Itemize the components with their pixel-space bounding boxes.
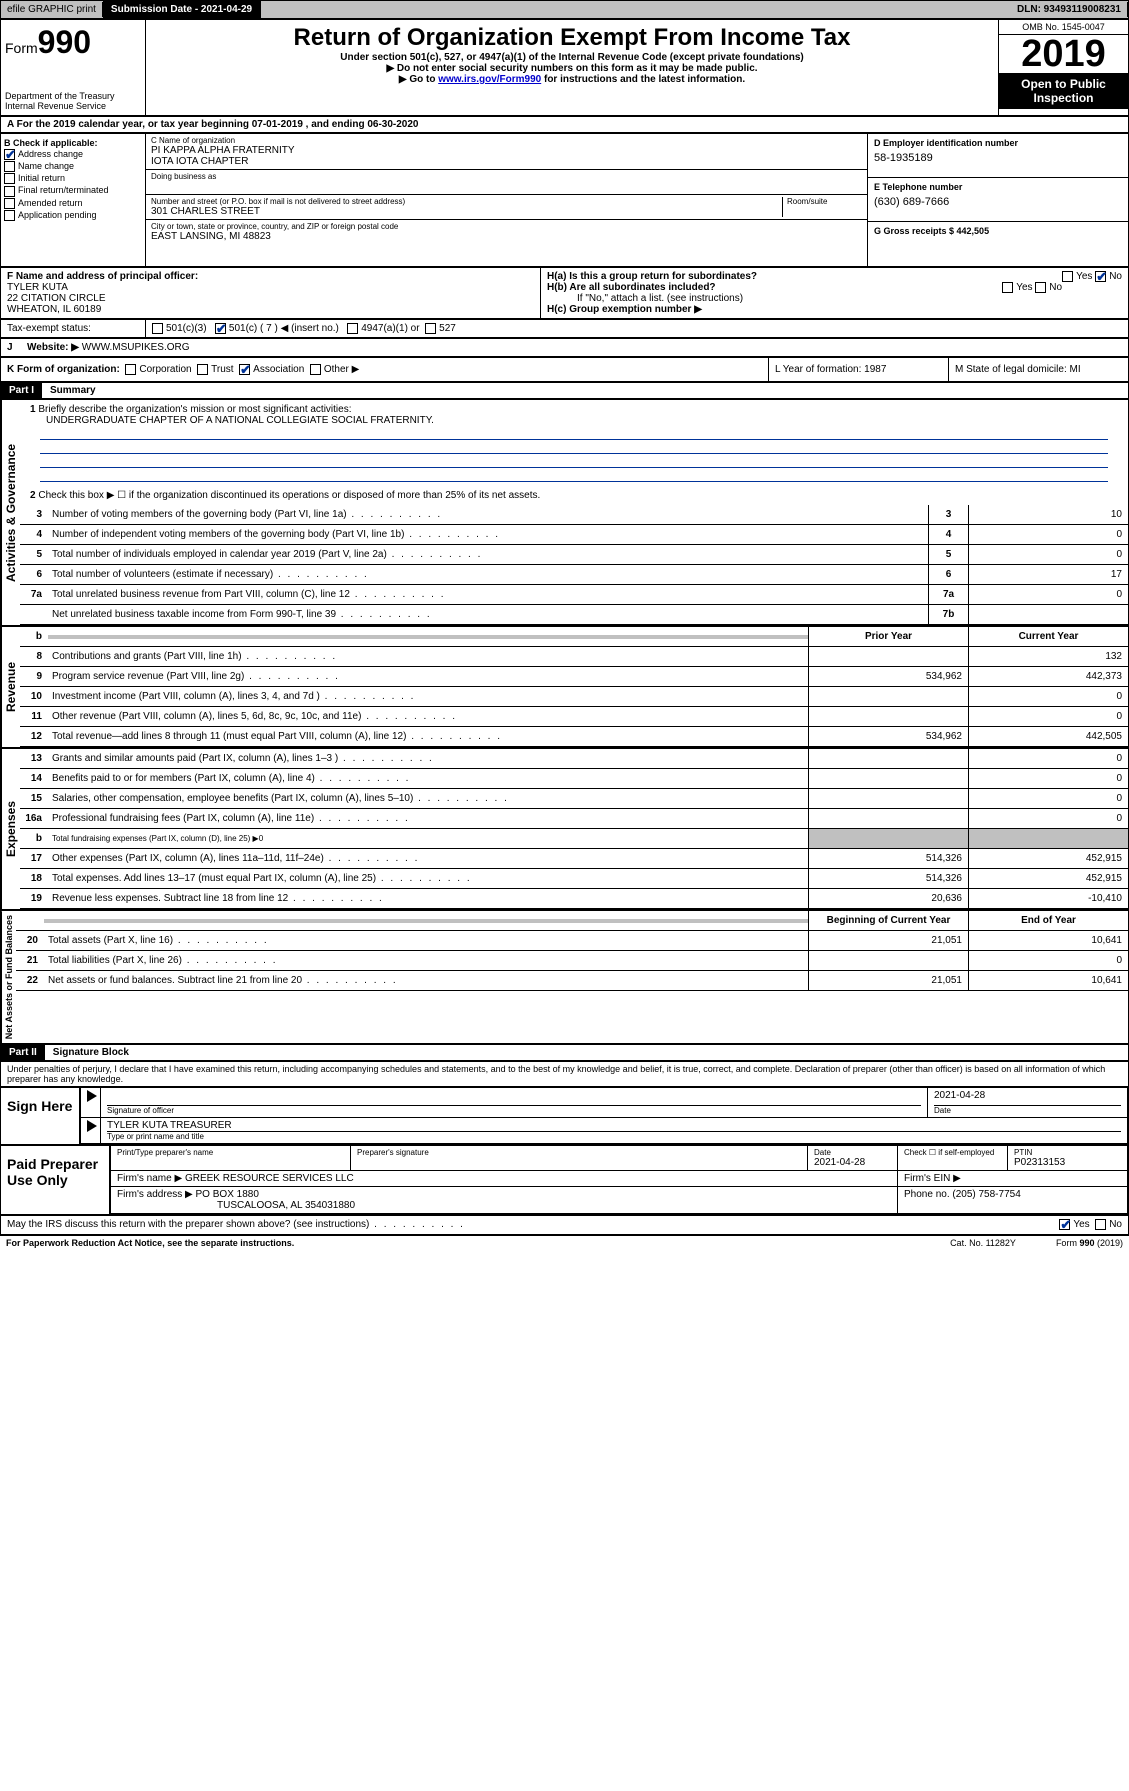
topbar: efile GRAPHIC print Submission Date - 20… — [0, 0, 1129, 19]
table-row: 5Total number of individuals employed in… — [20, 545, 1128, 565]
ein: 58-1935189 — [874, 152, 1122, 164]
website-url: WWW.MSUPIKES.ORG — [82, 342, 190, 353]
box-f: F Name and address of principal officer:… — [1, 268, 541, 318]
officer-name: TYLER KUTA — [7, 282, 534, 293]
chk-527[interactable] — [425, 323, 436, 334]
chk-amended[interactable] — [4, 198, 15, 209]
table-row: 15Salaries, other compensation, employee… — [20, 789, 1128, 809]
discuss-row: May the IRS discuss this return with the… — [0, 1215, 1129, 1234]
chk-discuss-no[interactable] — [1095, 1219, 1106, 1230]
org-address: 301 CHARLES STREET — [151, 206, 782, 217]
state-domicile: M State of legal domicile: MI — [948, 358, 1128, 381]
arrow-icon — [87, 1120, 97, 1132]
table-row: 10Investment income (Part VIII, column (… — [20, 687, 1128, 707]
table-row: 6Total number of volunteers (estimate if… — [20, 565, 1128, 585]
firm-name: GREEK RESOURCE SERVICES LLC — [185, 1173, 354, 1184]
part1-header: Part I Summary — [0, 382, 1129, 399]
table-row: 9Program service revenue (Part VIII, lin… — [20, 667, 1128, 687]
chk-app-pending[interactable] — [4, 210, 15, 221]
table-row: 20Total assets (Part X, line 16)21,05110… — [16, 931, 1128, 951]
chk-discuss-yes[interactable] — [1059, 1219, 1070, 1230]
part2-header: Part II Signature Block — [0, 1044, 1129, 1061]
chk-other[interactable] — [310, 364, 321, 375]
row-a-tax-year: A For the 2019 calendar year, or tax yea… — [0, 116, 1129, 133]
footer: For Paperwork Reduction Act Notice, see … — [0, 1235, 1129, 1250]
table-row: 18Total expenses. Add lines 13–17 (must … — [20, 869, 1128, 889]
table-row: 13Grants and similar amounts paid (Part … — [20, 749, 1128, 769]
box-b: B Check if applicable: Address change Na… — [1, 134, 146, 266]
chk-name-change[interactable] — [4, 161, 15, 172]
chk-ha-no[interactable] — [1095, 271, 1106, 282]
chk-initial-return[interactable] — [4, 173, 15, 184]
expenses-section: Expenses 13Grants and similar amounts pa… — [0, 748, 1129, 910]
row-j-website: J Website: ▶ WWW.MSUPIKES.ORG — [0, 338, 1129, 357]
efile-label: efile GRAPHIC print — [1, 2, 103, 17]
chk-hb-no[interactable] — [1035, 282, 1046, 293]
form-label: Form — [5, 40, 38, 56]
phone: (630) 689-7666 — [874, 196, 1122, 208]
table-row: 19Revenue less expenses. Subtract line 1… — [20, 889, 1128, 909]
table-row: 21Total liabilities (Part X, line 26)0 — [16, 951, 1128, 971]
revenue-section: Revenue bPrior YearCurrent Year 8Contrib… — [0, 626, 1129, 748]
activities-governance: Activities & Governance 1 Briefly descri… — [0, 399, 1129, 626]
table-row: 3Number of voting members of the governi… — [20, 505, 1128, 525]
section-bcdeg: B Check if applicable: Address change Na… — [0, 133, 1129, 267]
year-formation: L Year of formation: 1987 — [768, 358, 948, 381]
box-h: H(a) Is this a group return for subordin… — [541, 268, 1128, 318]
tax-year: 2019 — [999, 35, 1128, 73]
form-title: Return of Organization Exempt From Incom… — [150, 24, 994, 52]
table-row: 14Benefits paid to or for members (Part … — [20, 769, 1128, 789]
chk-final-return[interactable] — [4, 186, 15, 197]
firm-addr: PO BOX 1880 — [196, 1189, 259, 1200]
row-i-tax-exempt: Tax-exempt status: 501(c)(3) 501(c) ( 7 … — [0, 319, 1129, 338]
box-c: C Name of organizationPI KAPPA ALPHA FRA… — [146, 134, 868, 266]
ptin: P02313153 — [1014, 1157, 1121, 1168]
officer-name-title: TYLER KUTA TREASURER — [107, 1120, 1121, 1132]
chk-address-change[interactable] — [4, 149, 15, 160]
subtitle-2: ▶ Do not enter social security numbers o… — [150, 63, 994, 74]
dept-label: Department of the Treasury Internal Reve… — [5, 91, 141, 111]
subtitle-1: Under section 501(c), 527, or 4947(a)(1)… — [150, 52, 994, 63]
chk-501c[interactable] — [215, 323, 226, 334]
table-row: 17Other expenses (Part IX, column (A), l… — [20, 849, 1128, 869]
box-d-e-g: D Employer identification number58-19351… — [868, 134, 1128, 266]
paid-preparer-section: Paid Preparer Use Only Print/Type prepar… — [0, 1145, 1129, 1215]
org-name: PI KAPPA ALPHA FRATERNITY IOTA IOTA CHAP… — [151, 145, 862, 167]
form-number: 990 — [38, 24, 91, 60]
chk-ha-yes[interactable] — [1062, 271, 1073, 282]
perjury-statement: Under penalties of perjury, I declare th… — [0, 1061, 1129, 1087]
chk-trust[interactable] — [197, 364, 208, 375]
chk-assoc[interactable] — [239, 364, 250, 375]
mission: UNDERGRADUATE CHAPTER OF A NATIONAL COLL… — [30, 415, 1118, 426]
table-row: 11Other revenue (Part VIII, column (A), … — [20, 707, 1128, 727]
table-row: 12Total revenue—add lines 8 through 11 (… — [20, 727, 1128, 747]
table-row: Net unrelated business taxable income fr… — [20, 605, 1128, 625]
gross-receipts: G Gross receipts $ 442,505 — [874, 226, 1122, 236]
table-row: 16aProfessional fundraising fees (Part I… — [20, 809, 1128, 829]
netassets-section: Net Assets or Fund Balances Beginning of… — [0, 910, 1129, 1044]
dln: DLN: 93493119008231 — [1011, 2, 1128, 17]
table-row: 22Net assets or fund balances. Subtract … — [16, 971, 1128, 991]
submission-date: Submission Date - 2021-04-29 — [103, 1, 261, 18]
table-row: 8Contributions and grants (Part VIII, li… — [20, 647, 1128, 667]
table-row: 7aTotal unrelated business revenue from … — [20, 585, 1128, 605]
section-fh: F Name and address of principal officer:… — [0, 267, 1129, 319]
chk-501c3[interactable] — [152, 323, 163, 334]
arrow-icon — [87, 1090, 97, 1102]
sig-date: 2021-04-28 — [934, 1090, 1121, 1106]
row-klm: K Form of organization: Corporation Trus… — [0, 357, 1129, 382]
chk-4947[interactable] — [347, 323, 358, 334]
table-row: 4Number of independent voting members of… — [20, 525, 1128, 545]
open-public-badge: Open to Public Inspection — [999, 73, 1128, 109]
sign-here-section: Sign Here Signature of officer 2021-04-2… — [0, 1087, 1129, 1145]
chk-hb-yes[interactable] — [1002, 282, 1013, 293]
chk-corp[interactable] — [125, 364, 136, 375]
firm-phone: Phone no. (205) 758-7754 — [898, 1187, 1128, 1213]
org-city: EAST LANSING, MI 48823 — [151, 231, 862, 242]
form-header: Form990 Department of the Treasury Inter… — [0, 19, 1129, 116]
irs-link[interactable]: www.irs.gov/Form990 — [438, 74, 541, 85]
